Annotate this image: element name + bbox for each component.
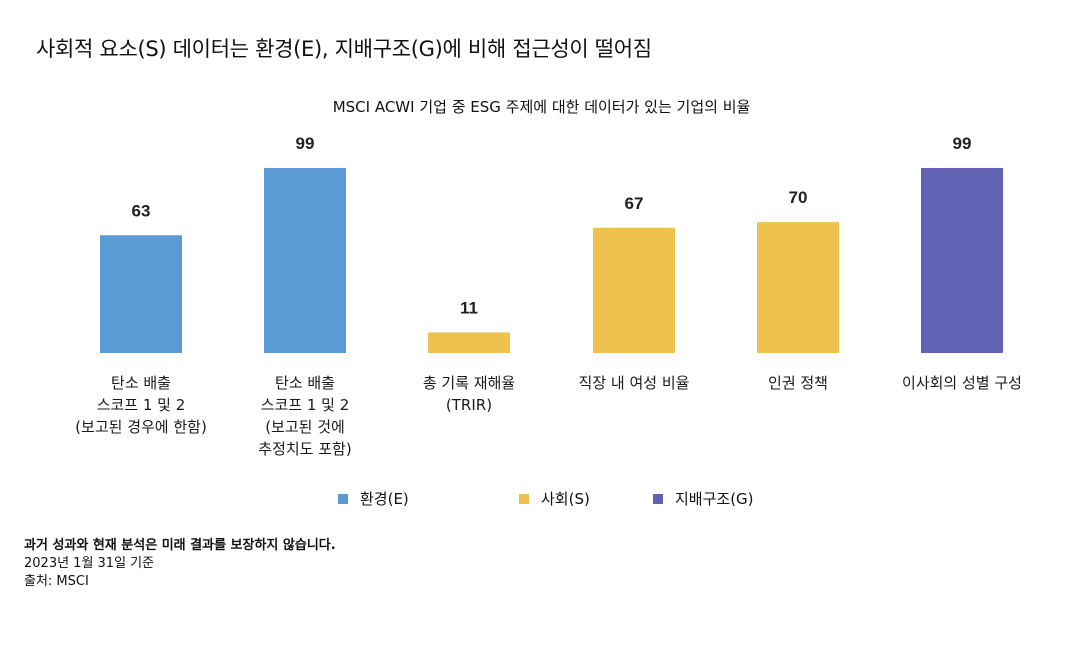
bar-value-label-1: 99 [296,134,315,153]
category-label-3: 직장 내 여성 비율 [578,374,690,392]
category-label-5: 이사회의 성별 구성 [902,374,1022,392]
category-label-1: 탄소 배출 스코프 1 및 2 (보고된 것에 추정치도 포함) [258,374,352,458]
footer: 과거 성과와 현재 분석은 미래 결과를 보장하지 않습니다. 2023년 1월… [24,537,336,591]
bar-1 [264,167,346,353]
bar-2 [428,332,510,353]
category-label-4: 인권 정책 [768,374,828,392]
legend-swatch-environment [338,493,348,504]
bars-group: 63 99 11 67 70 99 [100,134,1003,353]
bar-value-label-0: 63 [132,201,151,220]
category-label-0: 탄소 배출 스코프 1 및 2 (보고된 경우에 한함) [75,374,207,436]
bar-value-label-4: 70 [789,188,808,207]
legend-item-environment: 환경(E) [338,488,409,509]
legend: 환경(E) 사회(S) 지배구조(G) [0,488,1083,512]
bar-value-label-2: 11 [460,298,478,317]
bar-value-label-3: 67 [625,194,644,213]
legend-label-governance: 지배구조(G) [675,490,754,508]
legend-swatch-social [519,493,529,504]
legend-label-environment: 환경(E) [360,490,409,508]
bar-5 [921,167,1003,353]
category-label-2: 총 기록 재해율 (TRIR) [422,374,516,414]
bar-3 [593,227,675,353]
bar-4 [757,222,839,353]
legend-label-social: 사회(S) [541,490,590,508]
footer-date: 2023년 1월 31일 기준 [24,556,155,571]
legend-item-social: 사회(S) [519,488,590,509]
chart-title: 사회적 요소(S) 데이터는 환경(E), 지배구조(G)에 비해 접근성이 떨… [36,37,652,61]
footer-disclaimer: 과거 성과와 현재 분석은 미래 결과를 보장하지 않습니다. [24,538,336,553]
legend-item-governance: 지배구조(G) [653,488,754,509]
bar-value-label-5: 99 [953,134,972,153]
chart-subtitle: MSCI ACWI 기업 중 ESG 주제에 대한 데이터가 있는 기업의 비율 [332,98,751,116]
footer-source: 출처: MSCI [24,574,89,589]
legend-swatch-governance [653,493,663,504]
bar-0 [100,235,182,353]
